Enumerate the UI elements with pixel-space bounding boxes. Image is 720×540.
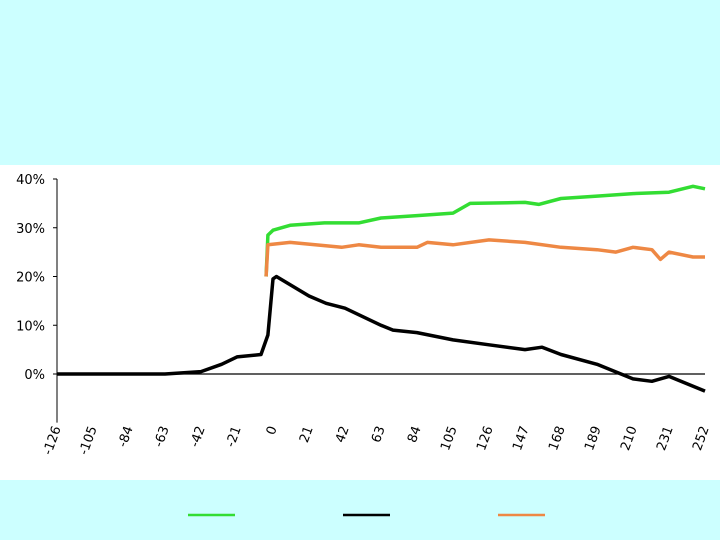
y-tick-label: 0% (24, 368, 45, 383)
y-tick-label: 10% (16, 319, 45, 334)
y-tick-label: 40% (16, 173, 45, 188)
x-tick-label: -84 (115, 424, 136, 449)
x-tick-label: -21 (223, 424, 244, 449)
y-tick-label: 20% (16, 271, 45, 286)
y-tick-label: 30% (16, 222, 45, 237)
x-tick-label: 63 (369, 424, 389, 445)
x-tick-label: -42 (187, 424, 208, 449)
series-line (264, 184, 706, 277)
x-tick-label: 84 (405, 424, 425, 445)
chart-area (0, 165, 720, 480)
series-line (57, 274, 706, 393)
x-tick-label: -63 (151, 424, 172, 449)
x-tick-label: 42 (333, 424, 353, 445)
x-tick-label: 21 (297, 424, 317, 445)
series-line (264, 238, 705, 277)
